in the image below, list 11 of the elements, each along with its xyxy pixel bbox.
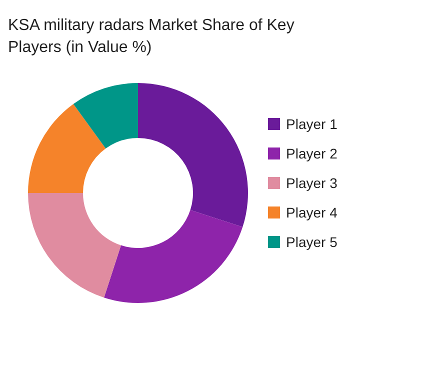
donut-slice (28, 104, 106, 193)
donut-slice (138, 83, 248, 227)
donut-slice (28, 193, 122, 298)
legend-label: Player 3 (286, 175, 338, 191)
chart-title: KSA military radars Market Share of Key Players (in Value %) (8, 17, 294, 56)
donut-slice (73, 83, 138, 149)
donut-slice (104, 210, 243, 303)
legend-label: Player 2 (286, 146, 338, 162)
legend-label: Player 1 (286, 116, 338, 132)
legend-label: Player 5 (286, 234, 338, 250)
legend-label: Player 4 (286, 204, 338, 220)
